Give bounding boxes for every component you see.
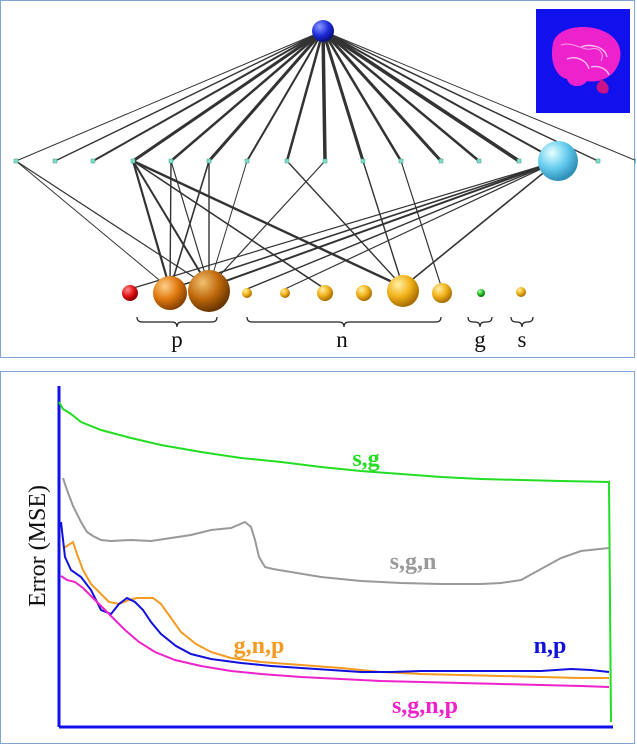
error-chart: Error (MSE) s,g s,g,n g,n,p n,p s,g,n,p [25,386,613,729]
link-hidden-output-18 [284,160,559,290]
hidden-node-13 [516,158,522,164]
hidden-node-6 [244,158,250,164]
link-hidden-output-8 [169,160,210,290]
curve-label-s-g-n: s,g,n [390,549,437,575]
link-hidden-output-2 [131,160,172,290]
hidden-node-8 [322,158,328,164]
brace-n [246,316,442,328]
link-root-hidden-14 [322,30,559,162]
curve-label-s-g-n-p: s,g,n,p [392,693,458,719]
hidden-node-3 [130,158,136,164]
link-hidden-output-0 [15,160,171,290]
link-hidden-output-16 [208,160,559,288]
hidden-node-7 [284,158,290,164]
link-root-hidden-11 [321,29,443,163]
network-links [15,29,636,290]
output-node-g [477,289,485,297]
link-root-hidden-0 [15,30,324,162]
hidden-node-15 [595,158,601,164]
link-root-hidden-10 [321,30,403,162]
group-label-s: s [518,327,527,352]
hidden-node-16 [634,158,636,164]
hidden-node-10 [398,158,404,164]
link-root-hidden-7 [285,30,325,162]
group-label-g: g [474,327,486,352]
curve-label-s-g: s,g [352,446,379,472]
brace-g [467,316,493,328]
link-root-hidden-15 [322,30,599,162]
hidden-node-2 [90,158,96,164]
link-hidden-output-1 [15,160,210,288]
output-node-p1 [153,276,187,310]
link-root-hidden-6 [246,30,324,162]
error-chart-panel: Error (MSE) s,g s,g,n g,n,p n,p s,g,n,p [0,371,635,744]
link-hidden-output-19 [402,160,559,288]
hidden-node-11 [438,158,444,164]
link-hidden-output-20 [129,160,559,290]
hidden-node-0 [13,158,19,164]
link-root-hidden-3 [132,29,324,163]
root-node [312,20,334,42]
link-root-hidden-12 [322,30,480,162]
link-hidden-output-17 [246,160,559,290]
brace-s [510,316,534,328]
network-diagram-panel: p n g s [0,0,636,358]
hidden-node-4 [168,158,174,164]
group-label-p: p [171,327,183,352]
output-node-n6 [432,283,452,303]
link-hidden-output-12 [208,160,326,288]
output-node-p2 [188,270,230,312]
brace-p [136,316,218,328]
output-node-s [516,287,526,297]
link-root-hidden-5 [207,30,325,162]
curve-label-g-n-p: g,n,p [234,633,285,659]
curve-s-g-n [62,477,610,585]
link-root-hidden-16 [322,30,636,162]
link-hidden-output-4 [132,159,404,289]
hidden-node-12 [476,158,482,164]
link-root-hidden-1 [54,30,324,162]
link-root-hidden-8 [321,30,327,162]
link-hidden-output-5 [132,160,326,290]
output-node-n5 [387,275,419,307]
hidden-node-1 [52,158,58,164]
group-label-n: n [336,327,348,352]
output-node-n2 [280,288,290,298]
curve-label-n-p: n,p [534,633,567,659]
link-root-hidden-2 [92,30,324,162]
brain-thumbnail [536,9,630,113]
curve-g-n-p [62,540,609,679]
curve-n-p [60,521,610,673]
link-hidden-output-6 [169,160,172,290]
output-node-red [122,285,138,301]
link-root-hidden-13 [322,29,520,163]
output-node-n4 [356,285,372,301]
group-braces [136,316,534,328]
hidden-node-5 [206,158,212,164]
curve-s-g-n-p [60,575,610,688]
hidden-node-9 [360,158,366,164]
network-diagram: p n g s [13,9,636,352]
link-root-hidden-9 [321,30,365,162]
link-hidden-output-10 [208,160,248,288]
network-nodes [13,20,636,312]
link-root-hidden-4 [170,30,324,162]
y-axis-label: Error (MSE) [25,485,51,607]
link-hidden-output-15 [169,160,559,290]
curve-s-g [58,401,612,723]
highlight-hidden-node [538,141,578,181]
output-node-n3 [317,285,333,301]
output-node-n1 [242,288,252,298]
